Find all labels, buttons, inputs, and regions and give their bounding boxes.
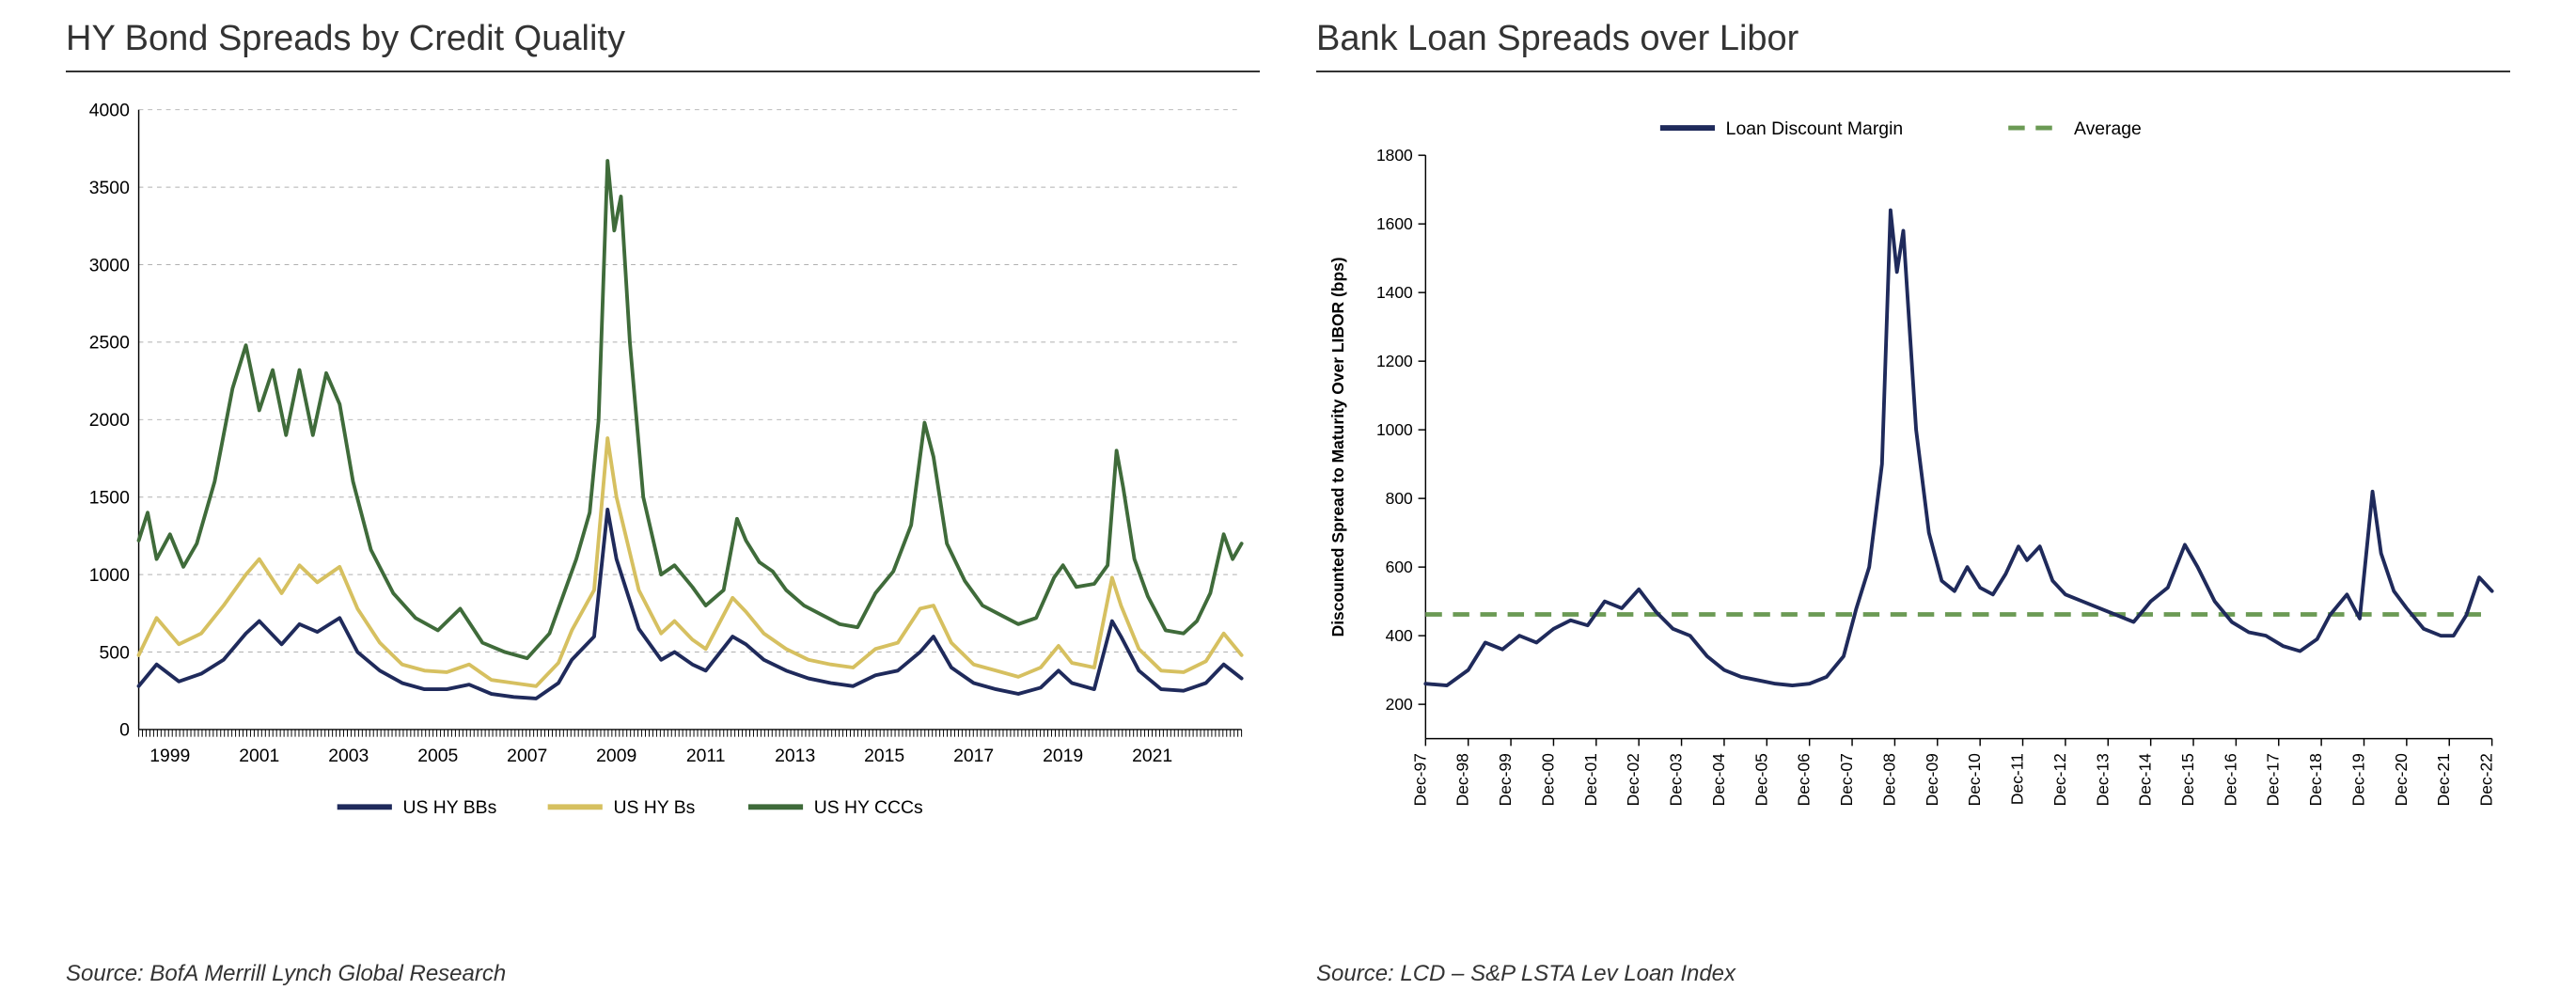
right-chart-svg: 200 400 600 800 1000 1200 1400 1600 1800 Dec-97 De… — [1316, 101, 2510, 944]
svg-text:4000: 4000 — [89, 101, 130, 120]
svg-text:200: 200 — [1386, 695, 1413, 714]
svg-text:2017: 2017 — [953, 746, 994, 766]
svg-text:Dec-14: Dec-14 — [2136, 753, 2155, 807]
svg-text:1200: 1200 — [1376, 352, 1413, 370]
svg-text:Dec-01: Dec-01 — [1581, 753, 1600, 806]
legend-label: US HY Bs — [613, 797, 695, 818]
legend-label: Average — [2074, 118, 2142, 139]
line-series — [139, 161, 1242, 658]
svg-text:Dec-16: Dec-16 — [2221, 753, 2239, 806]
right-legend: Loan Discount Margin Average — [1660, 118, 2142, 139]
svg-text:Dec-22: Dec-22 — [2477, 753, 2496, 806]
svg-text:Dec-20: Dec-20 — [2392, 753, 2411, 807]
svg-text:Dec-03: Dec-03 — [1667, 753, 1686, 806]
svg-text:0: 0 — [119, 720, 130, 741]
svg-text:Dec-97: Dec-97 — [1410, 753, 1429, 806]
right-chart-area: 200 400 600 800 1000 1200 1400 1600 1800 Dec-97 De… — [1316, 101, 2510, 944]
svg-text:Dec-02: Dec-02 — [1624, 753, 1642, 806]
legend-label: US HY CCCs — [814, 797, 923, 818]
left-chart-source: Source: BofA Merrill Lynch Global Resear… — [66, 961, 1260, 987]
left-chart-area: 0 500 1000 1500 2000 2500 3000 3500 4000 1999 2001… — [66, 101, 1260, 944]
svg-text:500: 500 — [100, 642, 131, 663]
svg-text:Dec-98: Dec-98 — [1453, 753, 1472, 806]
svg-text:Dec-13: Dec-13 — [2093, 753, 2112, 806]
right-chart-source: Source: LCD – S&P LSTA Lev Loan Index — [1316, 961, 2510, 987]
svg-text:Dec-06: Dec-06 — [1795, 753, 1814, 806]
svg-text:2015: 2015 — [864, 746, 904, 766]
svg-text:1400: 1400 — [1376, 283, 1413, 302]
right-chart-title: Bank Loan Spreads over Libor — [1316, 19, 2510, 59]
legend-label: US HY BBs — [403, 797, 497, 818]
svg-text:Dec-08: Dec-08 — [1879, 753, 1898, 806]
svg-text:Dec-15: Dec-15 — [2178, 753, 2197, 806]
svg-text:800: 800 — [1386, 489, 1413, 508]
svg-text:2500: 2500 — [89, 333, 130, 354]
svg-text:2000: 2000 — [89, 410, 130, 431]
svg-text:3500: 3500 — [89, 178, 130, 198]
legend-label: Loan Discount Margin — [1726, 118, 1903, 139]
svg-text:2013: 2013 — [775, 746, 815, 766]
svg-text:600: 600 — [1386, 558, 1413, 576]
svg-text:2019: 2019 — [1043, 746, 1083, 766]
line-series — [139, 438, 1242, 686]
y-axis-label: Discounted Spread to Maturity Over LIBOR… — [1328, 257, 1347, 637]
svg-text:1800: 1800 — [1376, 146, 1413, 165]
svg-text:2011: 2011 — [686, 746, 726, 766]
line-series — [139, 510, 1242, 699]
svg-text:Dec-18: Dec-18 — [2306, 753, 2325, 806]
svg-text:Dec-11: Dec-11 — [2008, 753, 2027, 805]
svg-text:Dec-05: Dec-05 — [1751, 753, 1770, 806]
svg-text:3000: 3000 — [89, 255, 130, 275]
svg-text:1000: 1000 — [89, 565, 130, 586]
svg-text:2021: 2021 — [1132, 746, 1172, 766]
svg-text:1999: 1999 — [149, 746, 190, 766]
svg-text:400: 400 — [1386, 626, 1413, 645]
svg-text:Dec-07: Dec-07 — [1837, 753, 1856, 806]
svg-text:Dec-99: Dec-99 — [1496, 753, 1515, 806]
svg-text:Dec-04: Dec-04 — [1709, 753, 1728, 807]
page: HY Bond Spreads by Credit Quality 0 500 10… — [0, 0, 2576, 1006]
svg-text:Dec-12: Dec-12 — [2050, 753, 2069, 806]
svg-text:Dec-19: Dec-19 — [2348, 753, 2367, 806]
right-panel: Bank Loan Spreads over Libor 200 400 600 80… — [1288, 19, 2538, 987]
svg-text:2005: 2005 — [417, 746, 458, 766]
svg-text:Dec-17: Dec-17 — [2264, 753, 2283, 806]
right-title-rule — [1316, 71, 2510, 72]
svg-text:2003: 2003 — [328, 746, 369, 766]
left-chart-svg: 0 500 1000 1500 2000 2500 3000 3500 4000 1999 2001… — [66, 101, 1260, 944]
left-legend: US HY BBs US HY Bs US HY CCCs — [338, 797, 923, 818]
svg-text:Dec-00: Dec-00 — [1538, 753, 1557, 807]
svg-text:2001: 2001 — [239, 746, 279, 766]
left-title-rule — [66, 71, 1260, 72]
svg-text:2009: 2009 — [596, 746, 636, 766]
svg-text:Dec-09: Dec-09 — [1923, 753, 1941, 806]
svg-text:1500: 1500 — [89, 488, 130, 509]
svg-text:Dec-21: Dec-21 — [2434, 753, 2453, 806]
svg-text:1000: 1000 — [1376, 420, 1413, 439]
left-panel: HY Bond Spreads by Credit Quality 0 500 10… — [38, 19, 1288, 987]
svg-text:Dec-10: Dec-10 — [1965, 753, 1984, 807]
left-chart-title: HY Bond Spreads by Credit Quality — [66, 19, 1260, 59]
svg-text:2007: 2007 — [507, 746, 547, 766]
svg-text:1600: 1600 — [1376, 214, 1413, 233]
